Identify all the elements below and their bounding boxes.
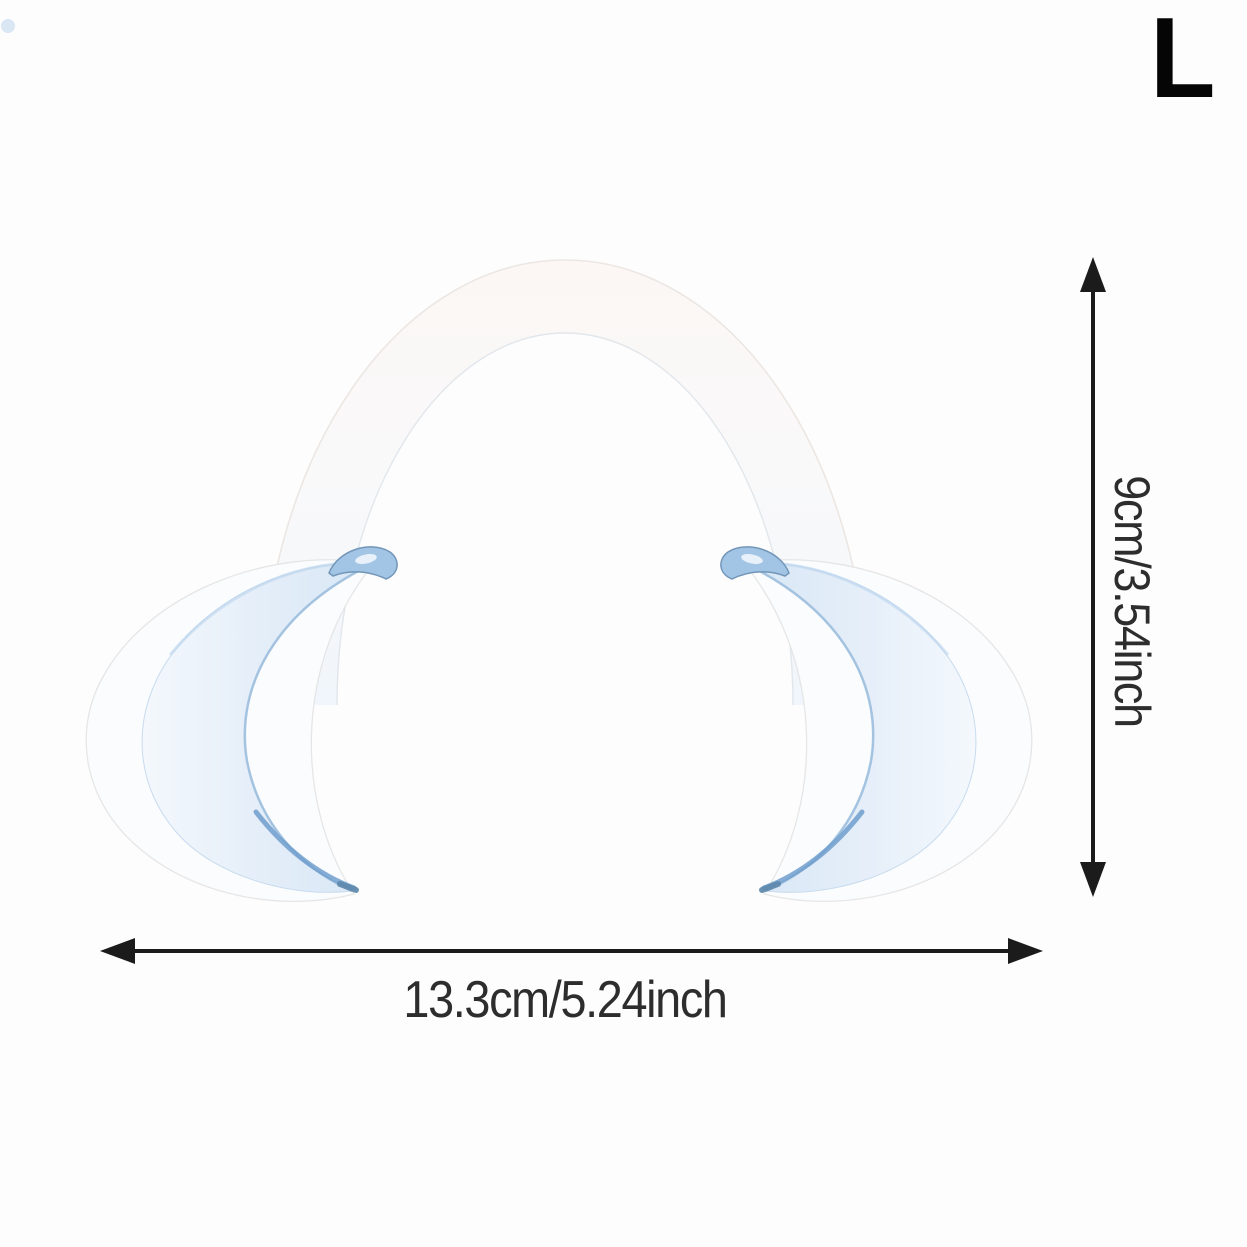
width-dimension-label: 13.3cm/5.24inch [403,971,728,1029]
width-dimension-arrow [100,938,1043,964]
size-label: L [1150,0,1215,122]
arrow-down-head-icon [1080,862,1106,897]
retractor-right-flange [721,547,1032,901]
retractor-arch-outer-edge [261,259,869,706]
arrow-right-head-icon [1008,938,1043,964]
retractor-arch-band [262,260,868,705]
retractor-arch-inner-edge [336,332,794,706]
arrow-up-head-icon [1080,257,1106,292]
cheek-retractor [86,259,1032,901]
corner-artifact [1,19,15,33]
height-dimension-arrow [1080,257,1106,897]
height-dimension-label: 9cm/3.54inch [1104,475,1160,727]
retractor-left-flange [86,547,397,901]
arrow-left-head-icon [100,938,135,964]
